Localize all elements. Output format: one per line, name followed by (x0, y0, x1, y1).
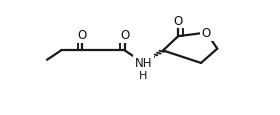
Text: H: H (139, 70, 148, 80)
Text: NH: NH (135, 57, 152, 70)
Text: O: O (202, 27, 211, 40)
Text: O: O (174, 14, 183, 27)
Text: O: O (120, 29, 129, 42)
Text: O: O (78, 29, 87, 42)
